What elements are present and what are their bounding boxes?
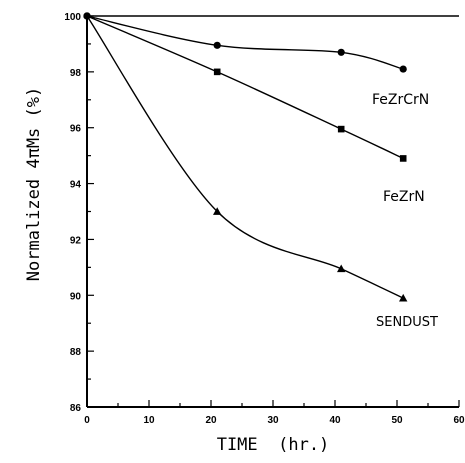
y-tick-label: 90 (70, 291, 82, 302)
tick-labels: 86 88 90 92 94 96 98 100 0 10 20 30 40 50 60 (64, 12, 465, 426)
series-markers (83, 12, 408, 302)
series-lines (86, 15, 404, 299)
x-tick-label: 40 (329, 415, 341, 426)
data-point-fezrcrn (213, 41, 221, 49)
x-tick-label: 0 (84, 415, 90, 426)
plot-axes (86, 15, 459, 408)
x-tick-label: 50 (391, 415, 403, 426)
y-tick-label: 100 (64, 12, 81, 23)
series-label-sendust: SENDUST (376, 315, 438, 330)
data-point-fezrn (399, 155, 407, 162)
data-point-fezrn (337, 125, 345, 133)
y-axis-title: Normalized 4πMs (%) (24, 87, 44, 281)
y-tick-label: 96 (70, 124, 82, 135)
data-point-fezrcrn (399, 65, 407, 73)
y-tick-label: 88 (70, 347, 82, 358)
data-point-fezrn (213, 68, 221, 76)
data-point-sendust (213, 207, 222, 215)
tick-marks (86, 15, 460, 408)
x-tick-label: 10 (143, 415, 155, 426)
y-tick-label: 86 (70, 403, 82, 414)
series-label-fezrcrn: FeZrCrN (372, 92, 429, 108)
x-tick-label: 20 (205, 415, 217, 426)
data-point-sendust (399, 293, 408, 302)
y-tick-label: 98 (70, 68, 82, 79)
data-point-sendust (83, 12, 91, 20)
y-tick-label: 94 (70, 180, 82, 191)
series-label-fezrn: FeZrN (383, 189, 425, 205)
x-tick-label: 30 (267, 415, 279, 426)
data-point-sendust (337, 264, 346, 273)
series-line-fezrn (86, 15, 404, 160)
x-axis-title: TIME (hr.) (217, 435, 330, 455)
y-tick-label: 92 (70, 235, 82, 246)
series-line-fezrcrn (86, 15, 404, 70)
series-line-sendust (86, 15, 404, 299)
data-point-fezrcrn (337, 48, 345, 56)
x-tick-label: 60 (453, 415, 465, 426)
